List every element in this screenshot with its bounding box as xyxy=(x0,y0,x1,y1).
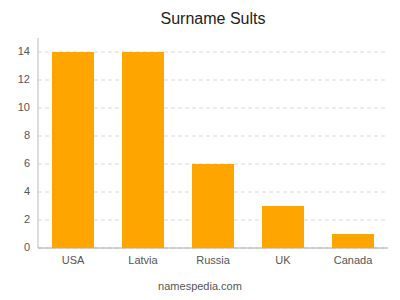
bar xyxy=(52,52,94,248)
y-tick-label: 6 xyxy=(24,157,30,169)
bar xyxy=(122,52,164,248)
chart-container: 0 2 4 6 8 10 12 14 USA Latvia Russia UK Canada Surnam… xyxy=(0,0,400,300)
y-tick-label: 0 xyxy=(24,241,30,253)
y-axis: 0 2 4 6 8 10 12 14 xyxy=(18,45,30,253)
y-tick-label: 2 xyxy=(24,213,30,225)
y-tick-label: 4 xyxy=(24,185,30,197)
y-axis-line xyxy=(38,38,39,248)
chart-svg: 0 2 4 6 8 10 12 14 USA Latvia Russia UK Canada Surnam… xyxy=(0,0,400,300)
y-tick-label: 10 xyxy=(18,101,30,113)
grid-line xyxy=(38,248,388,249)
y-tick-label: 8 xyxy=(24,129,30,141)
x-tick-label: UK xyxy=(275,254,291,266)
x-tick-label: USA xyxy=(62,254,85,266)
x-tick-label: Canada xyxy=(334,254,373,266)
bar xyxy=(262,206,304,248)
bars xyxy=(52,52,374,248)
title: Surname Sults xyxy=(161,10,266,27)
x-axis-line xyxy=(38,248,388,249)
bar xyxy=(192,164,234,248)
bar xyxy=(332,234,374,248)
x-axis: USA Latvia Russia UK Canada xyxy=(62,254,373,266)
y-tick-label: 14 xyxy=(18,45,30,57)
grid xyxy=(38,52,388,248)
x-tick-label: Russia xyxy=(196,254,231,266)
footer-annotation: namespedia.com xyxy=(158,280,242,292)
x-tick-label: Latvia xyxy=(128,254,158,266)
y-tick-label: 12 xyxy=(18,73,30,85)
